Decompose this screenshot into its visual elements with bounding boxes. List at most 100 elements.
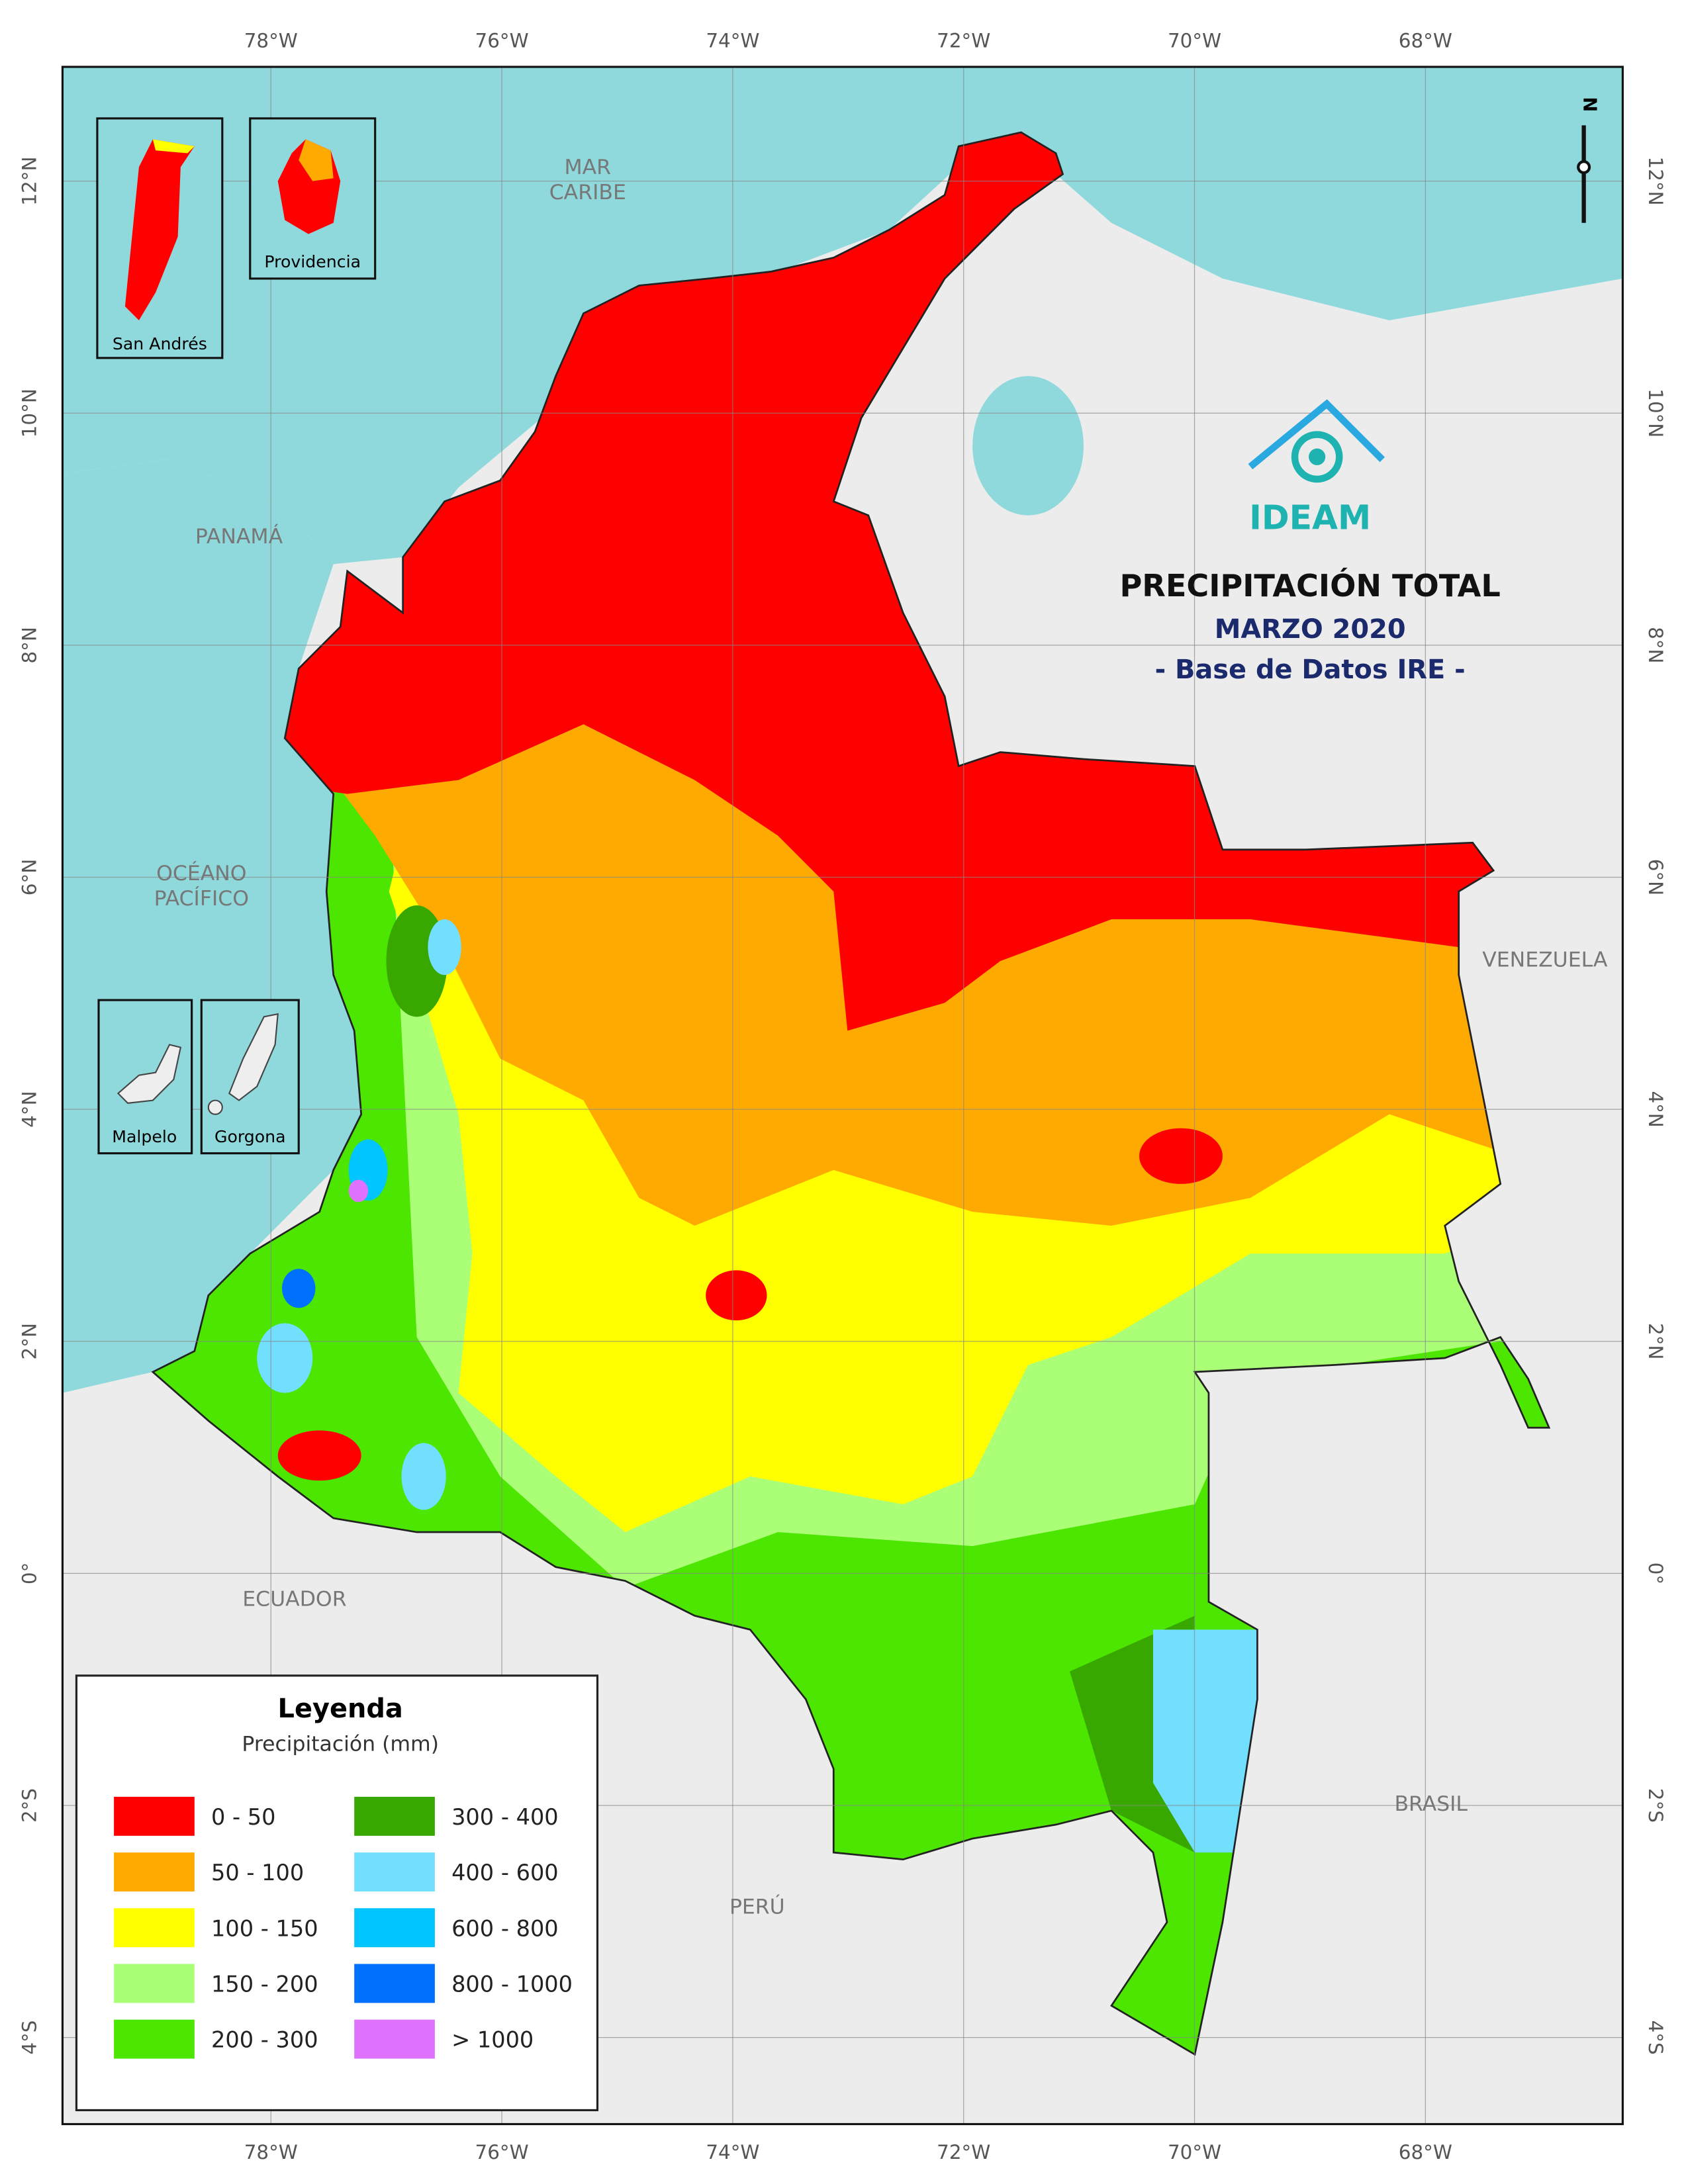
zone-800-1000 [282,1269,316,1308]
zone-400-600 [1152,1629,1258,1853]
legend-swatch [114,1908,195,1948]
map-period: MARZO 2020 [1215,614,1406,645]
island [152,139,195,154]
island [299,139,334,181]
legend-label: 50 - 100 [211,1860,304,1886]
map-source: - Base de Datos IRE - [1155,655,1466,685]
inset-providencia: Providencia [249,117,377,280]
legend-subtitle: Precipitación (mm) [242,1732,439,1756]
latitude-label: 2°S [1644,1788,1667,1823]
longitude-label: 76°W [475,2141,529,2163]
legend-label: 0 - 50 [211,1804,276,1830]
latitude-label: 10°N [19,388,41,437]
longitude-label: 76°W [475,30,529,52]
pacific-ocean [62,459,361,1393]
north-label: N [1579,97,1600,112]
island [117,1044,182,1104]
latitude-label: 6°N [1644,859,1667,895]
inset-san-andres: San Andrés [96,117,224,359]
latitude-label: 6°N [19,859,41,895]
longitude-label: 78°W [244,2141,298,2163]
place-label: OCÉANO [156,860,246,886]
latitude-label: 2°S [19,1788,41,1823]
logo-swirl [1291,431,1343,483]
zone-400-600 [428,919,461,976]
zone-0-50 [277,1430,361,1481]
latitude-label: 12°N [19,156,41,205]
latitude-label: 2°N [1644,1323,1667,1359]
latitude-label: 4°N [1644,1091,1667,1127]
legend-swatch [114,2019,195,2059]
logo-text: IDEAM [1249,498,1371,537]
legend-label: 100 - 150 [211,1915,318,1941]
longitude-label: 68°W [1399,30,1452,52]
legend-swatch [354,2019,435,2059]
zone-over-1000 [348,1179,369,1203]
logo-swirl [1309,448,1326,465]
place-label: VENEZUELA [1482,948,1608,972]
place-label: PACÍFICO [154,886,249,911]
legend-label: 800 - 1000 [451,1972,573,1997]
latitude-label: 4°N [19,1091,41,1127]
place-label: BRASIL [1394,1792,1468,1816]
legend-label: 400 - 600 [451,1860,559,1886]
longitude-label: 72°W [937,30,990,52]
place-label: CARIBE [549,181,626,205]
graticule: 78°W 78°W 76°W 76°W 74°W 74°W 72°W 72°W 70°W 70°W… [19,30,1667,2164]
legend-label: 150 - 200 [211,1972,318,1997]
latitude-label: 4°S [1644,2021,1667,2055]
zone-0-50 [706,1270,767,1321]
legend-label: > 1000 [451,2027,534,2053]
island [207,1099,223,1115]
latitude-label: 0° [19,1563,41,1584]
zone-400-600 [401,1443,446,1510]
north-arrow-hub [1577,160,1591,175]
legend-swatch [114,1964,195,2003]
inset-gorgona: Gorgona [200,999,300,1155]
lake-maracaibo [972,376,1084,516]
latitude-label: 8°N [1644,627,1667,663]
legend-title: Leyenda [278,1694,403,1724]
inset-label: Providencia [264,252,361,271]
place-label: PERÚ [729,1893,785,1919]
ideam-logo: IDEAM [1248,399,1385,537]
logo-roof [1248,399,1385,470]
place-label: MAR [564,156,611,179]
latitude-label: 8°N [19,627,41,663]
legend-label: 300 - 400 [451,1804,559,1830]
latitude-label: 10°N [1644,388,1667,437]
map-title: PRECIPITACIÓN TOTAL [1119,568,1500,604]
legend-swatch [114,1852,195,1892]
caribbean-sea [62,67,1623,565]
north-arrow: N [1577,97,1600,223]
zone-0-50 [1139,1128,1223,1184]
island [124,139,195,321]
legend-label: 600 - 800 [451,1915,559,1941]
legend-swatch [354,1852,435,1892]
longitude-label: 68°W [1399,2141,1452,2163]
latitude-label: 4°S [19,2021,41,2055]
zone-400-600 [257,1323,313,1393]
latitude-label: 2°N [19,1323,41,1359]
latitude-label: 12°N [1644,156,1667,205]
legend-swatch [354,1796,435,1836]
map-frame [61,66,1624,2126]
legend-swatch [354,1964,435,2003]
place-label: PANAMÁ [195,523,283,549]
inset-label: San Andrés [113,334,207,353]
legend: Leyenda Precipitación (mm) 0 - 50 50 - 10… [75,1674,599,2112]
inset-malpelo: Malpelo [97,999,193,1155]
inset-label: Malpelo [112,1127,177,1146]
legend-label: 200 - 300 [211,2027,318,2053]
legend-swatch [354,1908,435,1948]
legend-swatch [114,1796,195,1836]
longitude-label: 72°W [937,2141,990,2163]
longitude-label: 78°W [244,30,298,52]
longitude-label: 74°W [706,2141,759,2163]
longitude-label: 70°W [1168,2141,1221,2163]
longitude-label: 74°W [706,30,759,52]
latitude-label: 0° [1644,1563,1667,1584]
island [228,1013,279,1101]
